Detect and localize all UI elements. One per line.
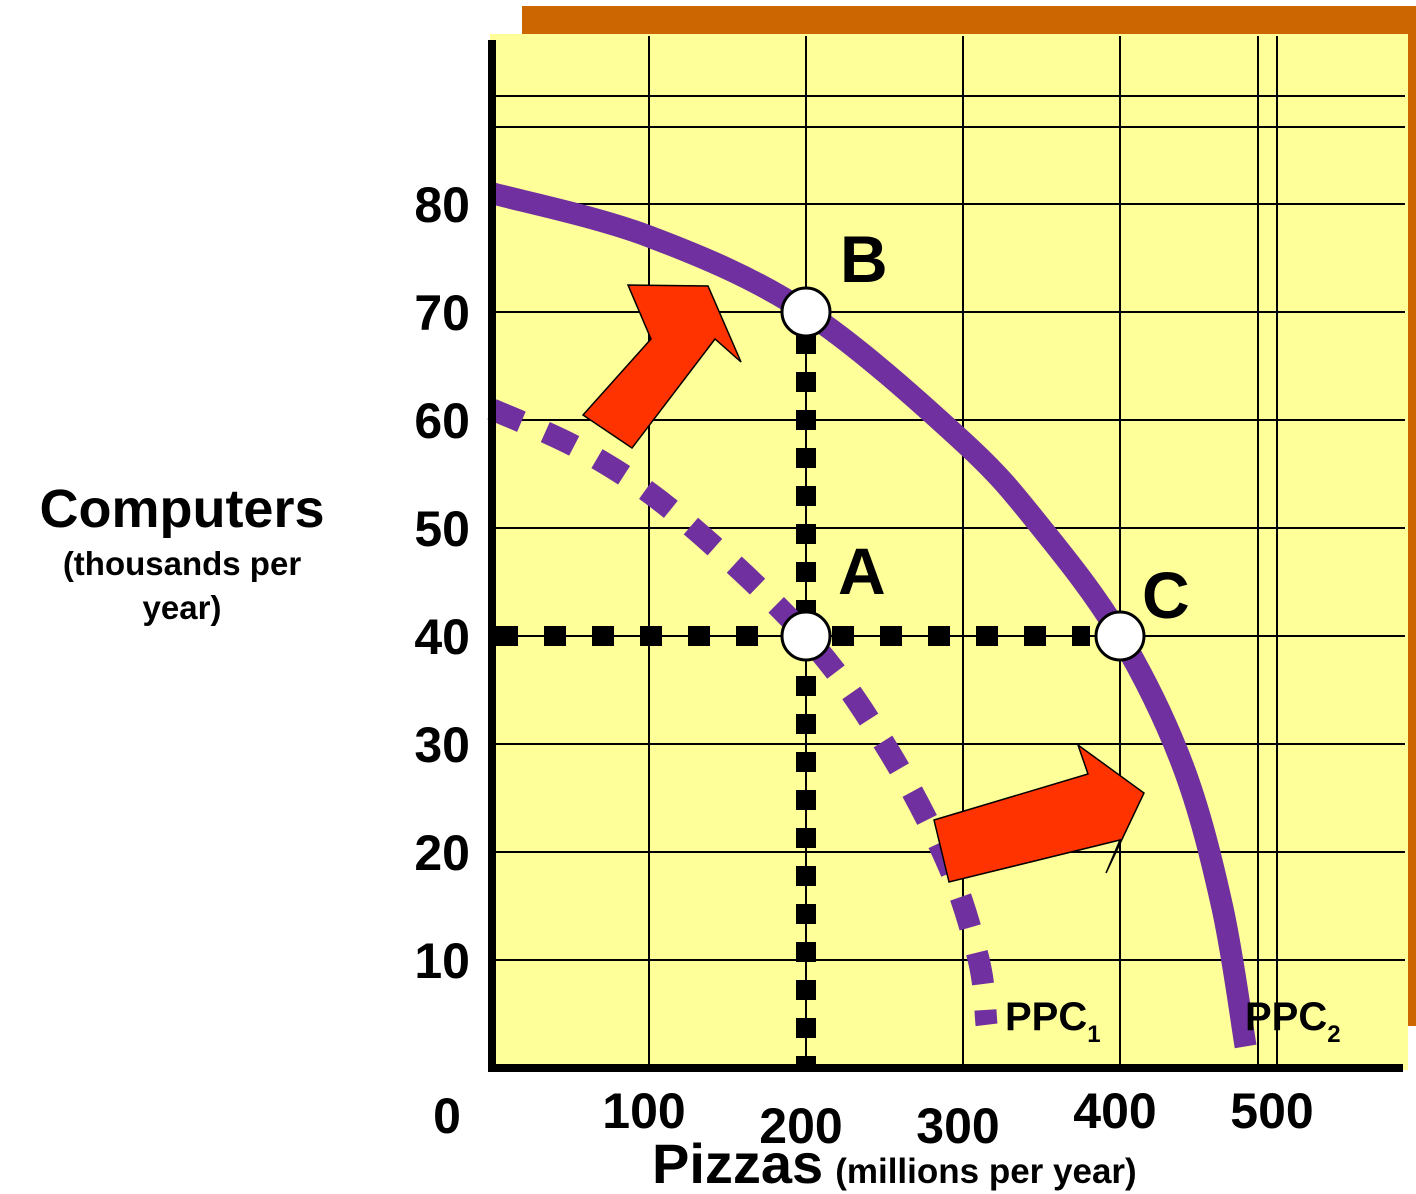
tick-labels: 100 200 300 400 500 10 20 30 40 50 60 70 80 <box>414 177 1313 1154</box>
point-label-b: B <box>840 222 888 296</box>
y-tick-label: 70 <box>414 285 470 341</box>
y-axis-subtitle-line1: (thousands per <box>63 545 302 582</box>
y-tick-label: 60 <box>414 393 470 449</box>
x-tick-label: 200 <box>759 1098 842 1154</box>
x-tick-label: 100 <box>602 1083 685 1139</box>
point-b <box>780 286 832 338</box>
y-tick-label: 40 <box>414 609 470 665</box>
shift-arrow-up <box>581 284 742 450</box>
point-c <box>1094 610 1146 662</box>
ppc1-curve <box>487 399 998 1027</box>
y-axis-subtitle-line2: year) <box>143 589 222 626</box>
y-tick-label: 50 <box>414 501 470 557</box>
points: A B C <box>780 222 1190 662</box>
shift-arrow-right <box>933 742 1145 883</box>
x-tick-label: 300 <box>916 1098 999 1154</box>
y-axis-title: Computers <box>39 479 324 539</box>
ppc2-label: PPC2 <box>1245 995 1341 1048</box>
curves <box>487 182 1257 1049</box>
point-a <box>780 610 832 662</box>
x-tick-label: 500 <box>1230 1083 1313 1139</box>
origin-label: 0 <box>433 1088 461 1144</box>
point-label-a: A <box>838 534 886 608</box>
x-axis-title: Pizzas (millions per year) <box>652 1132 1137 1194</box>
ppc2-curve <box>489 182 1257 1049</box>
plot-background <box>490 34 1408 1070</box>
x-tick-label: 400 <box>1073 1083 1156 1139</box>
y-tick-label: 10 <box>414 933 470 989</box>
point-label-c: C <box>1142 558 1190 632</box>
ppc1-label: PPC1 <box>1005 995 1101 1048</box>
y-tick-label: 80 <box>414 177 470 233</box>
y-tick-label: 30 <box>414 717 470 773</box>
y-tick-label: 20 <box>414 825 470 881</box>
